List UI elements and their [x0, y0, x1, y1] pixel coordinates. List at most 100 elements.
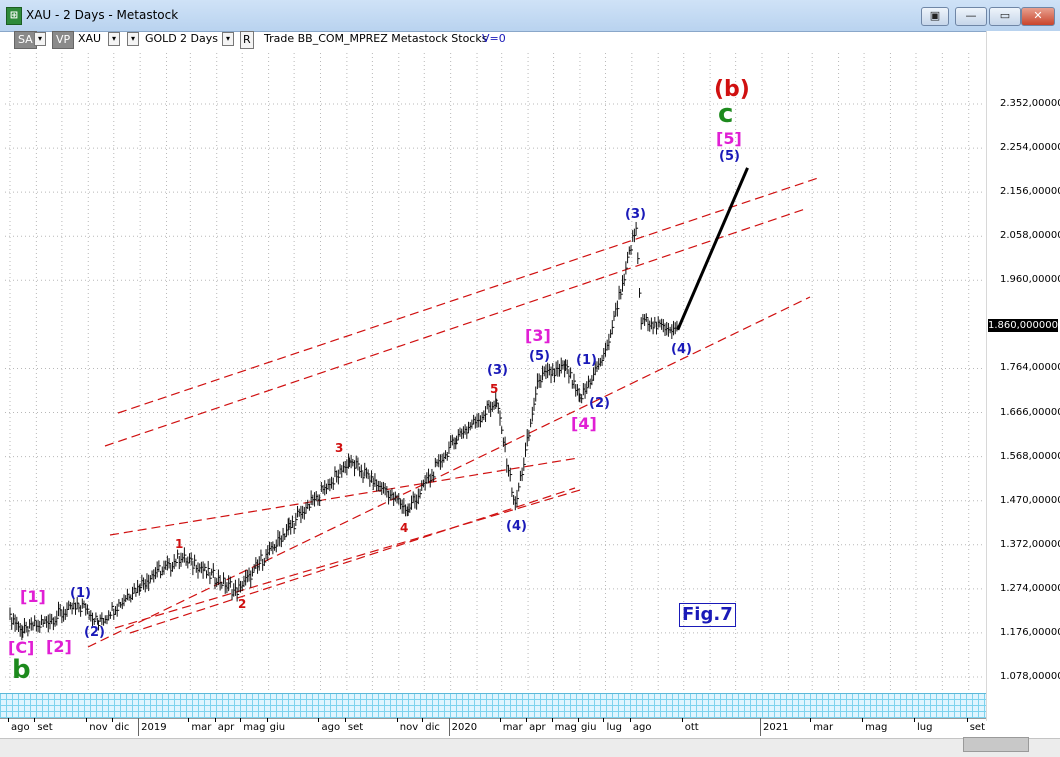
wave-label-red-4: 4 [400, 521, 409, 535]
time-axis-tick [526, 718, 528, 722]
time-axis-tick [760, 718, 761, 736]
figure-label: Fig.7 [679, 603, 736, 627]
wave-label-red-1: 1 [175, 537, 184, 551]
window-titlebar: ⊞ XAU - 2 Days - Metastock ▣ — ▭ ✕ [0, 0, 1060, 32]
wave-label-4-bracket: [4] [571, 414, 597, 433]
time-axis-tick [318, 718, 320, 722]
time-axis-tick [422, 718, 424, 722]
time-axis-tick [138, 718, 140, 736]
time-axis-tick [34, 718, 36, 722]
time-axis-label: set [347, 722, 364, 733]
maximize-button[interactable]: ▭ [989, 7, 1021, 26]
wave-label-2-bracket: [2] [46, 637, 72, 656]
price-axis-label: 1.176,000000 [1000, 626, 1060, 638]
time-axis-tick [448, 718, 450, 736]
price-axis-label: 1.764,000000 [1000, 362, 1060, 374]
source-info: Trade BB_COM_MPREZ Metastock Stocks [264, 32, 488, 45]
wave-label-c: c [718, 99, 734, 129]
wave-label-4-mid: (4) [506, 519, 527, 534]
price-axis [986, 31, 1060, 721]
time-axis-label: lug [606, 722, 622, 733]
price-axis-label: 2.156,000000 [1000, 186, 1060, 198]
time-axis-tick [577, 718, 579, 722]
price-axis-label: 1.666,000000 [1000, 406, 1060, 418]
price-axis-label: 1.078,000000 [1000, 671, 1060, 682]
wave-label-c-bracket: [C] [8, 638, 35, 657]
time-axis-label: nov [89, 722, 108, 733]
current-price-box: 1.860,000000 [988, 319, 1058, 332]
price-axis-label: 1.470,000000 [1000, 494, 1060, 506]
time-axis-label: set [37, 722, 53, 733]
time-axis-tick [344, 718, 346, 722]
time-axis-label: lug [916, 722, 933, 733]
time-axis [0, 718, 986, 739]
time-axis-label: 2021 [763, 722, 789, 733]
security-name: GOLD [145, 32, 177, 45]
price-axis-label: 2.254,000000 [1000, 142, 1060, 154]
trend-channel-line [104, 208, 806, 447]
wave-label-3-mid: (3) [487, 363, 508, 378]
period-label: 2 Days [180, 32, 218, 45]
time-axis-tick [629, 718, 631, 722]
wave-label-5-top: (5) [719, 149, 740, 164]
price-chart[interactable] [5, 53, 985, 693]
time-axis-tick [551, 718, 553, 722]
time-axis-label: dic [114, 722, 130, 733]
time-axis-tick [86, 718, 88, 722]
wave-label-red-2: 2 [238, 597, 247, 611]
time-axis-tick [214, 718, 216, 722]
symbol-dropdown-icon[interactable]: ▾ [108, 32, 120, 46]
time-axis-tick [862, 718, 864, 722]
time-axis-label: ott [684, 722, 699, 733]
wave-label-5-mid: (5) [529, 349, 550, 364]
time-axis-tick [966, 718, 968, 722]
trend-channel-line [114, 489, 581, 629]
price-axis-label: 1.960,000000 [1000, 274, 1060, 286]
horizontal-scrollbar[interactable] [963, 737, 1029, 752]
time-axis-tick [188, 718, 190, 722]
wave-label-4-last: (4) [671, 342, 692, 357]
period-dropdown-icon[interactable]: ▾ [222, 32, 234, 46]
trend-channel-line [87, 296, 811, 648]
time-axis-label: dic [425, 722, 440, 733]
wave-label-1-left: (1) [70, 586, 91, 601]
volume-readout: V=0 [482, 32, 506, 45]
projection-line [676, 167, 749, 331]
wave-label-red-5: 5 [490, 382, 499, 396]
time-axis-tick [913, 718, 915, 722]
time-axis-label: ago [321, 722, 341, 733]
time-axis-label: nov [399, 722, 419, 733]
price-axis-label: 2.352,000000 [1000, 98, 1060, 109]
window-title: XAU - 2 Days - Metastock [26, 8, 179, 22]
time-axis-label: giu [269, 722, 286, 733]
r-button[interactable]: R [240, 31, 254, 49]
time-axis-label: mar [502, 722, 523, 733]
time-axis-label: mar [813, 722, 834, 733]
chevron-down-icon[interactable]: ▾ [34, 32, 46, 46]
time-axis-label: ago [632, 722, 652, 733]
close-button[interactable]: ✕ [1021, 7, 1055, 26]
trend-channel-line [109, 457, 579, 536]
time-axis-label: 2020 [451, 722, 478, 733]
minimize-button[interactable]: — [955, 7, 987, 26]
wave-label-2-left: (2) [84, 625, 105, 640]
time-axis-tick [396, 718, 398, 722]
status-bar [0, 738, 1060, 757]
vp-button[interactable]: VP [52, 31, 75, 49]
time-axis-label: ago [11, 722, 30, 733]
time-axis-tick [240, 718, 242, 722]
wave-label-b: b [12, 655, 31, 685]
wave-label-5-bracket: [5] [716, 129, 742, 148]
restore-icon[interactable]: ▣ [921, 7, 949, 26]
time-axis-tick [266, 718, 268, 722]
wave-label-b-paren: (b) [714, 77, 750, 102]
wave-label-3-bracket: [3] [525, 326, 551, 345]
time-axis-label: mar [191, 722, 212, 733]
wave-label-red-3: 3 [335, 441, 344, 455]
trend-channel-line [117, 177, 819, 414]
time-axis-label: set [969, 722, 985, 733]
wave-label-1-mid: (1) [576, 353, 597, 368]
time-axis-label: mag [865, 722, 888, 733]
indicator-dropdown-icon[interactable]: ▾ [127, 32, 139, 46]
time-axis-tick [603, 718, 605, 722]
